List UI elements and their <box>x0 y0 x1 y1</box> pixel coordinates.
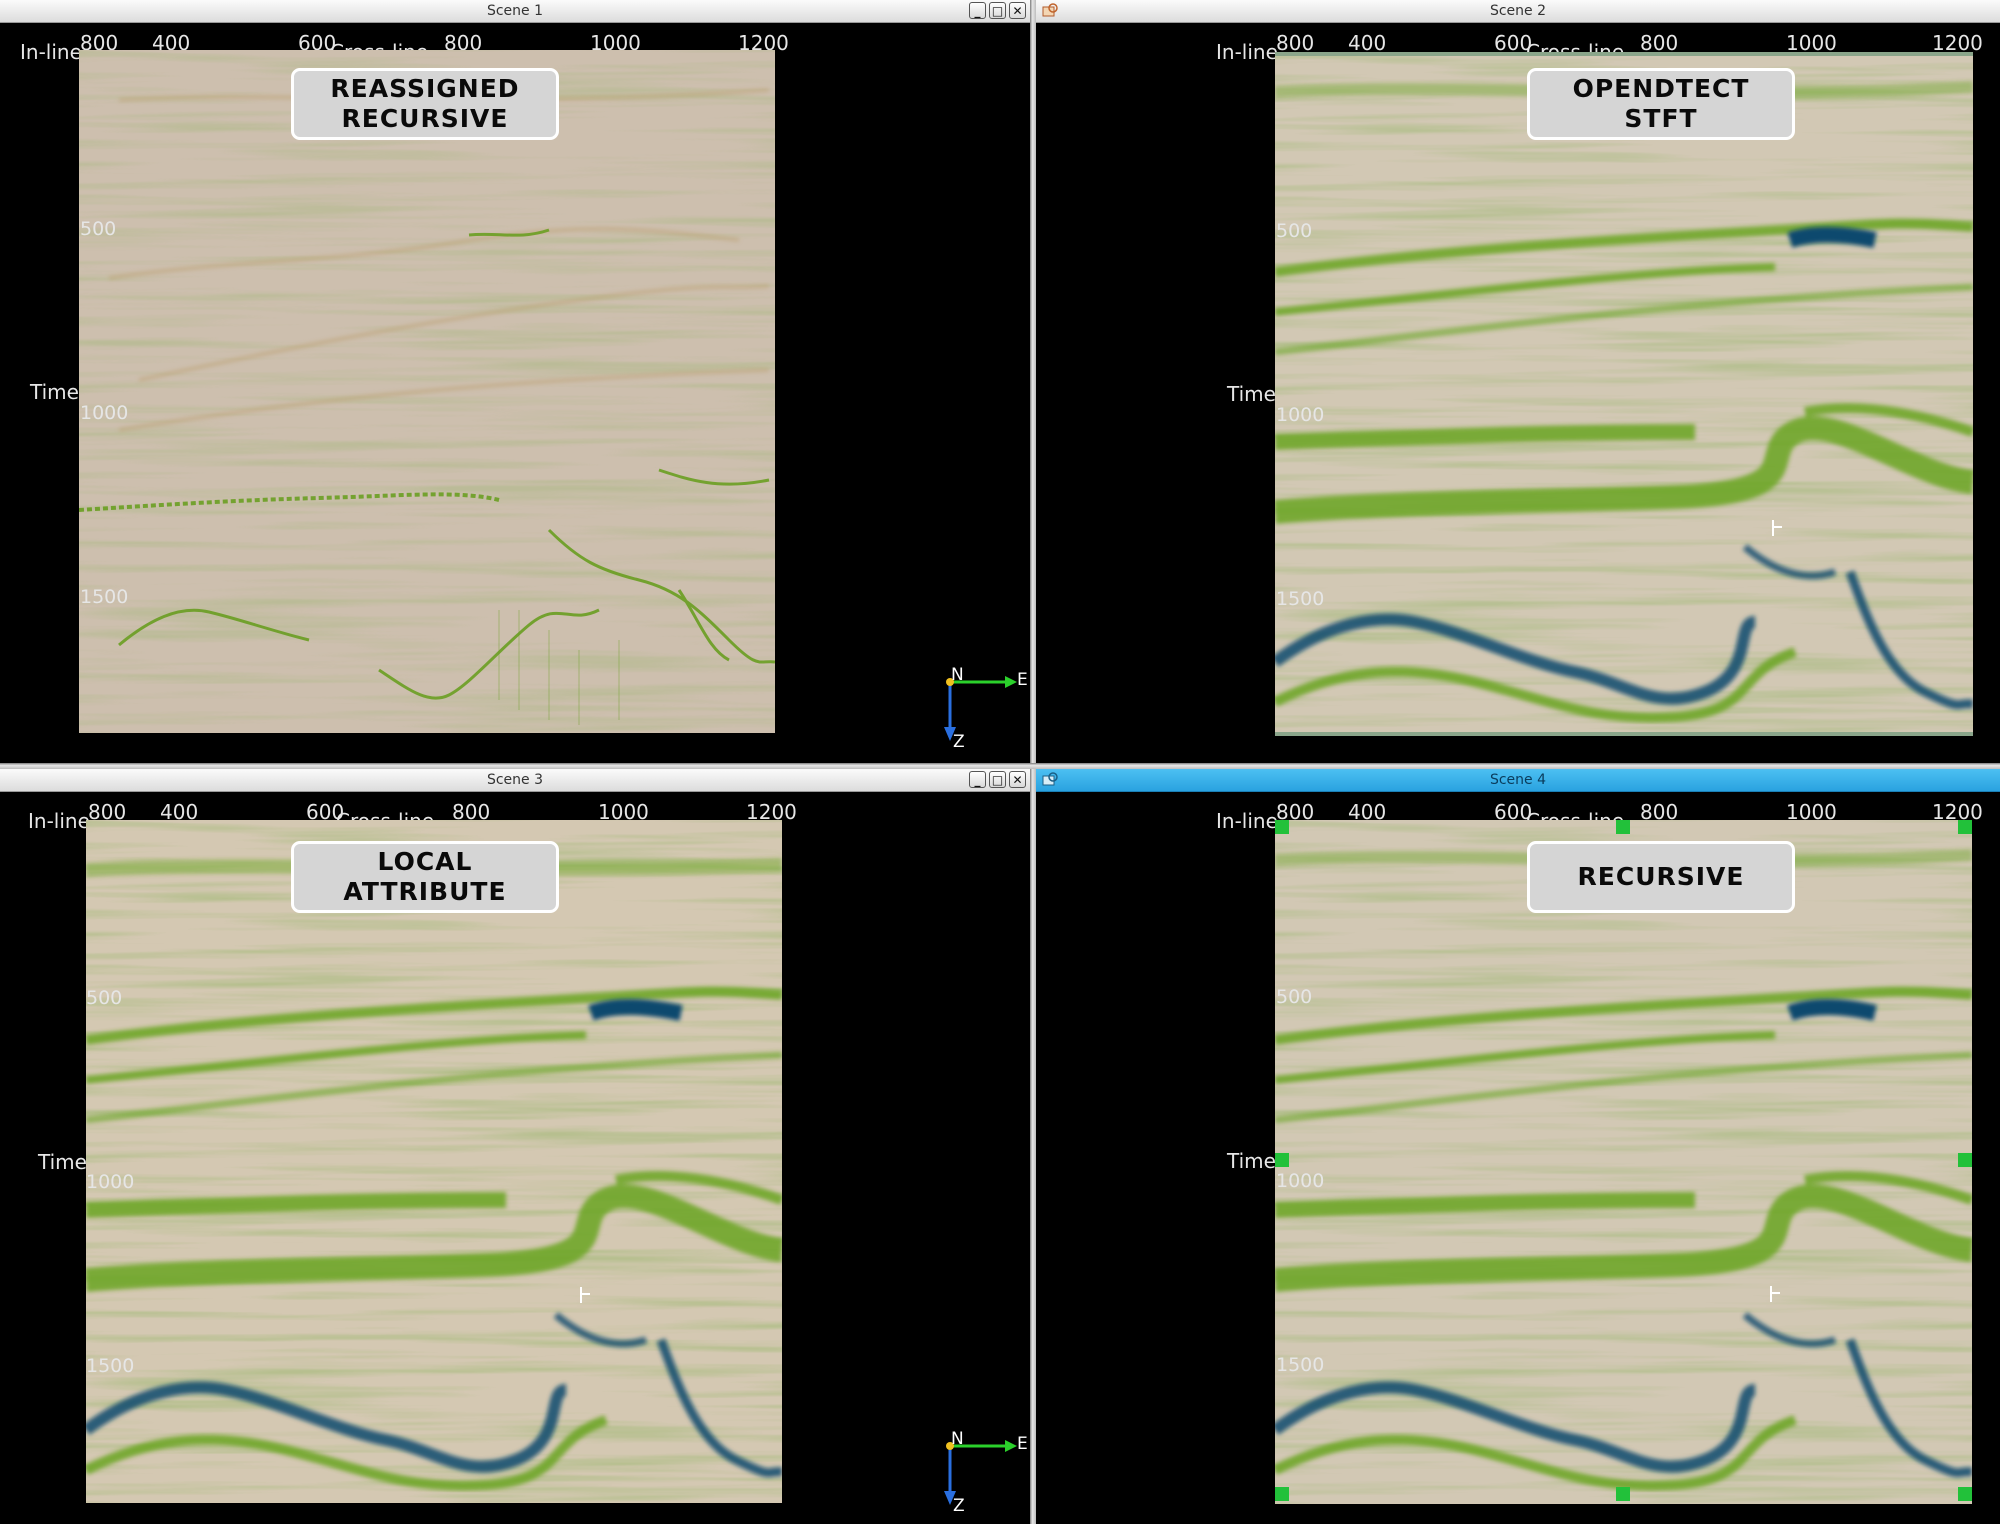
resize-handle[interactable] <box>1616 820 1630 834</box>
seismic-section-1[interactable] <box>79 50 775 733</box>
inline-tick: 800 <box>1276 31 1315 55</box>
method-label: RECURSIVE <box>1527 841 1795 913</box>
vertical-splitter[interactable] <box>1030 0 1036 1524</box>
seismic-section-3[interactable] <box>86 820 782 1503</box>
scene-icon <box>1042 3 1058 17</box>
inline-axis-label: In-line <box>1216 809 1278 833</box>
cursor-marker <box>580 1287 592 1303</box>
method-label: LOCAL ATTRIBUTE <box>291 841 559 913</box>
maximize-button[interactable]: □ <box>989 2 1006 19</box>
scene-3-window[interactable]: Scene 3 _ □ ✕ In-line 800 400 600 800 10… <box>0 769 1030 1524</box>
method-label: OPENDTECT STFT <box>1527 68 1795 140</box>
svg-text:N: N <box>951 665 964 685</box>
resize-handle[interactable] <box>1275 1487 1289 1501</box>
scene-1-window[interactable]: Scene 1 _ □ ✕ In-line 800 400 600 800 10… <box>0 0 1030 763</box>
maximize-button[interactable]: □ <box>989 771 1006 788</box>
horizontal-splitter[interactable] <box>0 763 2000 769</box>
scene-4-window[interactable]: Scene 4 In-line 800 400 600 800 1000 120… <box>1036 769 2000 1524</box>
time-tick: 1500 <box>1276 588 1325 610</box>
resize-handle[interactable] <box>1275 1153 1289 1167</box>
scene-3-titlebar[interactable]: Scene 3 _ □ ✕ <box>0 769 1030 792</box>
time-tick: 500 <box>1276 220 1313 242</box>
seismic-section-2[interactable] <box>1275 52 1973 736</box>
inline-axis-label: In-line <box>20 40 82 64</box>
time-tick: 1000 <box>1276 1170 1325 1192</box>
scene-2-title: Scene 2 <box>1489 3 1547 19</box>
crossline-tick: 1000 <box>1786 31 1837 55</box>
time-tick: 1000 <box>1276 404 1325 426</box>
time-axis-label: Time <box>1227 1149 1276 1173</box>
seismic-section-4[interactable] <box>1275 820 1972 1504</box>
time-tick: 500 <box>80 218 117 240</box>
time-axis-label: Time <box>1227 382 1276 406</box>
time-axis-label: Time <box>38 1150 87 1174</box>
resize-handle[interactable] <box>1958 1487 1972 1501</box>
scene-4-title: Scene 4 <box>1489 772 1547 788</box>
svg-text:Z: Z <box>953 1496 965 1514</box>
crossline-tick: 600 <box>1494 31 1533 55</box>
scene-2-titlebar[interactable]: Scene 2 <box>1036 0 2000 23</box>
resize-handle[interactable] <box>1958 820 1972 834</box>
scene-icon <box>1042 772 1058 786</box>
scene-1-title: Scene 1 <box>486 3 544 19</box>
time-tick: 500 <box>1276 986 1313 1008</box>
crossline-tick: 1200 <box>1932 31 1983 55</box>
svg-text:E: E <box>1017 1434 1028 1454</box>
scene-3-title: Scene 3 <box>486 772 544 788</box>
orientation-axes: N E Z <box>944 665 1028 750</box>
minimize-button[interactable]: _ <box>969 2 986 19</box>
scene-1-titlebar[interactable]: Scene 1 _ □ ✕ <box>0 0 1030 23</box>
close-button[interactable]: ✕ <box>1009 771 1026 788</box>
time-tick: 1000 <box>80 402 129 424</box>
crossline-tick: 800 <box>1640 31 1679 55</box>
time-tick: 500 <box>86 987 123 1009</box>
svg-text:Z: Z <box>953 732 965 750</box>
scene-4-titlebar[interactable]: Scene 4 <box>1036 769 2000 792</box>
time-tick: 1500 <box>86 1355 135 1377</box>
orientation-axes: N E Z <box>944 1429 1028 1514</box>
resize-handle[interactable] <box>1275 820 1289 834</box>
cursor-marker <box>1772 520 1784 536</box>
method-label: REASSIGNED RECURSIVE <box>291 68 559 140</box>
time-tick: 1500 <box>80 586 129 608</box>
resize-handle[interactable] <box>1958 1153 1972 1167</box>
svg-text:N: N <box>951 1429 964 1449</box>
close-button[interactable]: ✕ <box>1009 2 1026 19</box>
time-axis-label: Time <box>30 380 79 404</box>
svg-text:E: E <box>1017 670 1028 690</box>
scene-2-window[interactable]: Scene 2 In-line 800 400 600 800 1000 120… <box>1036 0 2000 763</box>
inline-axis-label: In-line <box>28 809 90 833</box>
minimize-button[interactable]: _ <box>969 771 986 788</box>
crossline-tick: 400 <box>1348 31 1387 55</box>
cursor-marker <box>1770 1286 1782 1302</box>
resize-handle[interactable] <box>1616 1487 1630 1501</box>
time-tick: 1000 <box>86 1171 135 1193</box>
time-tick: 1500 <box>1276 1354 1325 1376</box>
inline-axis-label: In-line <box>1216 40 1278 64</box>
